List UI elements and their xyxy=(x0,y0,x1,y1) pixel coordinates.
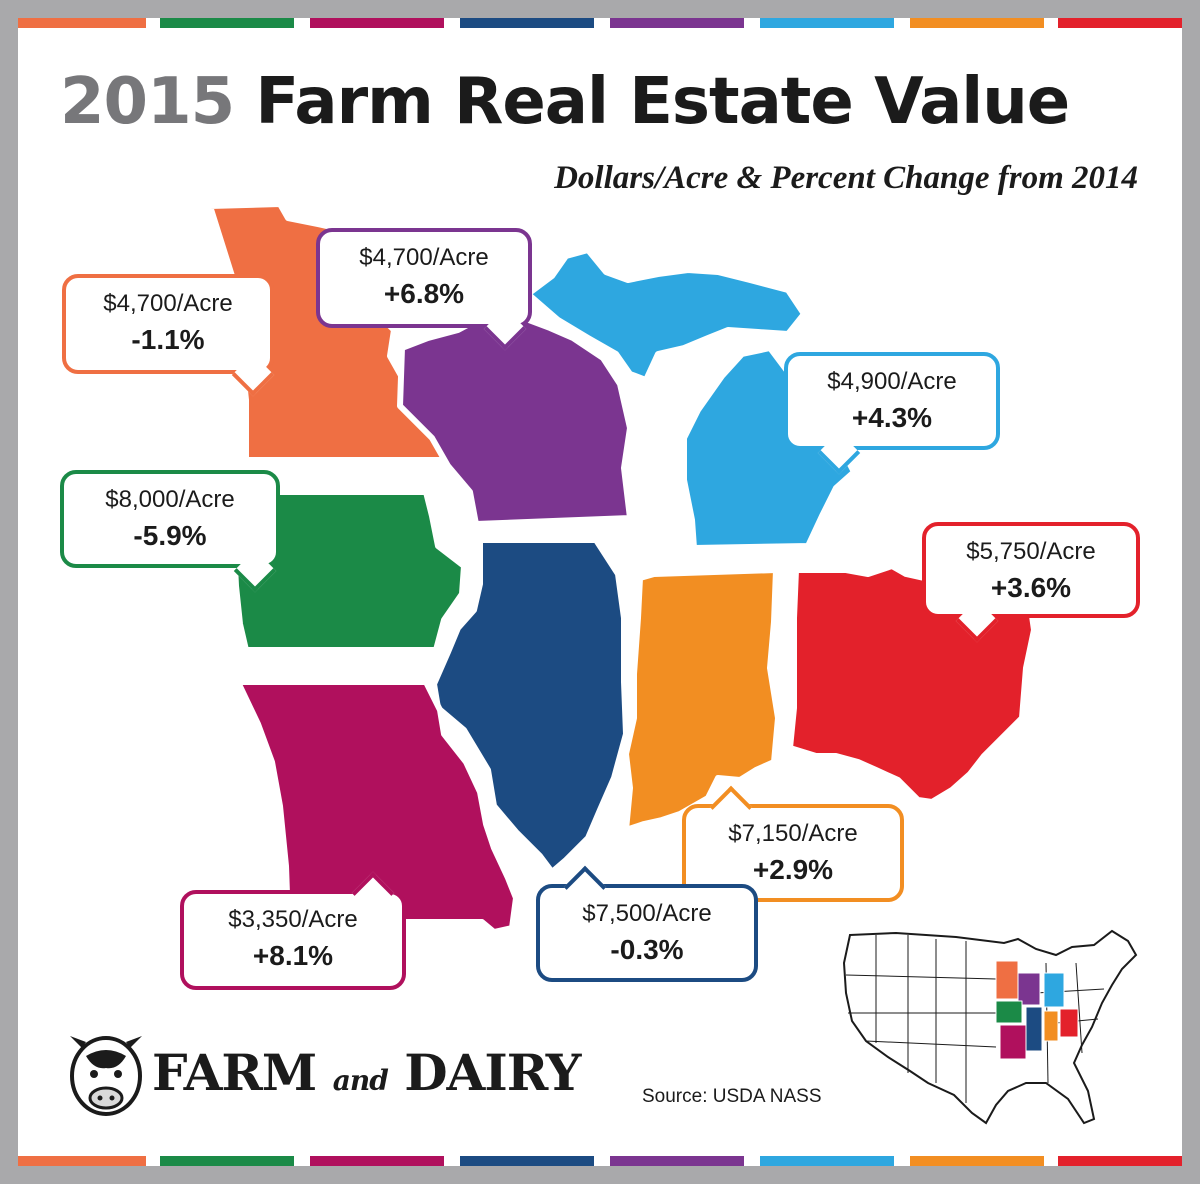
missouri-change: +8.1% xyxy=(252,940,334,971)
michigan-change: +4.3% xyxy=(851,402,933,433)
illinois-change: -0.3% xyxy=(610,934,684,965)
ohio-change: +3.6% xyxy=(990,572,1072,603)
brand-word-farm: FARM xyxy=(152,1043,317,1102)
iowa-change: -5.9% xyxy=(133,520,207,551)
brand-logo-text: FARM and DAIRY xyxy=(152,1048,581,1098)
minnesota-change: -1.1% xyxy=(131,324,205,355)
bottom-stripe-5 xyxy=(610,1156,744,1166)
inset-minnesota xyxy=(995,960,1019,1000)
indiana-price: $7,150/Acre xyxy=(728,820,858,847)
inset-indiana xyxy=(1043,1010,1059,1042)
bottom-stripe-6 xyxy=(760,1156,894,1166)
state-michigan-lower xyxy=(681,345,857,551)
callout-missouri: $3,350/Acre +8.1% xyxy=(180,871,406,990)
bottom-stripe-2 xyxy=(160,1156,294,1166)
state-missouri xyxy=(235,679,519,935)
top-stripe-1 xyxy=(18,18,146,28)
bottom-stripe-7 xyxy=(910,1156,1044,1166)
inset-wisconsin xyxy=(1017,972,1041,1006)
inset-illinois xyxy=(1025,1006,1043,1052)
cow-head-icon xyxy=(70,1036,142,1116)
top-stripe-7 xyxy=(910,18,1044,28)
inset-michigan xyxy=(1043,972,1065,1008)
ohio-price: $5,750/Acre xyxy=(966,538,1096,565)
us-outline xyxy=(842,929,1138,1125)
state-illinois xyxy=(431,537,629,875)
wisconsin-change: +6.8% xyxy=(383,278,465,309)
bottom-stripe-1 xyxy=(18,1156,146,1166)
callout-ohio: $5,750/Acre +3.6% xyxy=(922,522,1140,643)
top-stripe-3 xyxy=(310,18,444,28)
missouri-price: $3,350/Acre xyxy=(228,906,358,933)
inset-ohio xyxy=(1059,1008,1079,1038)
inset-missouri xyxy=(999,1024,1027,1060)
page-title: 2015 Farm Real Estate Value xyxy=(60,70,1070,134)
bottom-stripe-4 xyxy=(460,1156,594,1166)
inset-highlights xyxy=(995,960,1079,1060)
iowa-price: $8,000/Acre xyxy=(105,486,235,513)
midwest-map xyxy=(207,201,1037,935)
top-stripe-4 xyxy=(460,18,594,28)
bottom-stripe-8 xyxy=(1058,1156,1182,1166)
source-credit: Source: USDA NASS xyxy=(642,1086,822,1107)
title-year: 2015 xyxy=(60,65,235,139)
title-text: Farm Real Estate Value xyxy=(255,65,1070,139)
infographic-card: 2015 Farm Real Estate Value Dollars/Acre… xyxy=(18,18,1182,1166)
page-subtitle: Dollars/Acre & Percent Change from 2014 xyxy=(554,160,1138,196)
minnesota-price: $4,700/Acre xyxy=(103,290,233,317)
callout-minnesota: $4,700/Acre -1.1% xyxy=(62,274,275,397)
top-stripe-8 xyxy=(1058,18,1182,28)
top-stripe-2 xyxy=(160,18,294,28)
brand-word-and: and xyxy=(332,1064,389,1097)
top-stripe-6 xyxy=(760,18,894,28)
state-michigan-upper xyxy=(525,247,807,383)
brand-word-dairy: DAIRY xyxy=(404,1043,581,1102)
state-indiana xyxy=(623,567,781,833)
callout-michigan: $4,900/Acre +4.3% xyxy=(784,352,1000,475)
callout-illinois: $7,500/Acre -0.3% xyxy=(536,865,758,982)
indiana-change: +2.9% xyxy=(752,854,834,885)
bottom-stripe-3 xyxy=(310,1156,444,1166)
michigan-price: $4,900/Acre xyxy=(827,368,957,395)
wisconsin-price: $4,700/Acre xyxy=(359,244,489,271)
illinois-price: $7,500/Acre xyxy=(582,900,712,927)
us-inset-map xyxy=(842,929,1138,1125)
callout-wisconsin: $4,700/Acre +6.8% xyxy=(316,228,532,351)
inset-iowa xyxy=(995,1000,1023,1024)
top-stripe-5 xyxy=(610,18,744,28)
callout-iowa: $8,000/Acre -5.9% xyxy=(60,470,280,593)
